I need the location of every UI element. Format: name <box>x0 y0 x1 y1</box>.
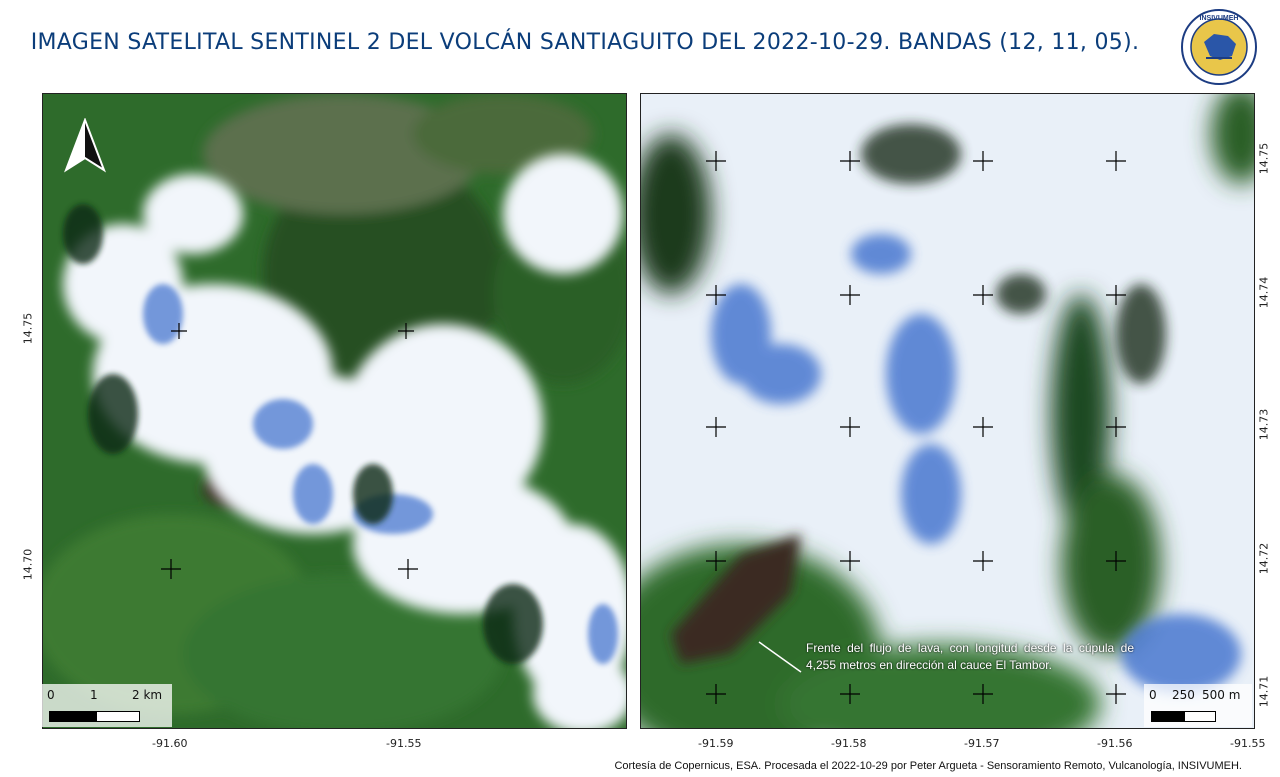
scale-label-2: 500 m <box>1202 688 1241 702</box>
right-y-tick-1: 14.74 <box>1257 276 1271 309</box>
left-scale-bar: 0 1 2 km <box>42 684 172 727</box>
left-satellite-map <box>42 93 627 729</box>
left-x-tick-0: -91.60 <box>152 737 188 750</box>
right-x-tick-0: -91.59 <box>698 737 734 750</box>
right-y-tick-2: 14.73 <box>1257 408 1271 441</box>
right-y-tick-3: 14.72 <box>1257 542 1271 575</box>
svg-text:INSIVUMEH: INSIVUMEH <box>1200 15 1239 22</box>
north-arrow-icon <box>64 118 106 173</box>
right-y-tick-4: 14.71 <box>1257 675 1271 708</box>
scale-label-1: 1 <box>90 688 98 702</box>
right-satellite-map <box>640 93 1255 729</box>
left-y-tick-1: 14.70 <box>21 548 35 581</box>
right-x-tick-1: -91.58 <box>831 737 867 750</box>
right-y-tick-0: 14.75 <box>1257 142 1271 175</box>
scale-label-0: 0 <box>47 688 55 702</box>
scale-label-0: 0 <box>1149 688 1157 702</box>
left-y-tick-0: 14.75 <box>21 312 35 345</box>
left-x-tick-1: -91.55 <box>386 737 422 750</box>
right-x-tick-3: -91.56 <box>1097 737 1133 750</box>
insivumeh-logo: INSIVUMEH <box>1181 9 1257 85</box>
right-scale-bar: 0 250 500 m <box>1144 684 1252 727</box>
lava-flow-annotation: Frente del flujo de lava, con longitud d… <box>806 641 1134 672</box>
credit-text: Cortesía de Copernicus, ESA. Procesada e… <box>614 760 1242 772</box>
map-title: IMAGEN SATELITAL SENTINEL 2 DEL VOLCÁN S… <box>30 30 1140 55</box>
scale-label-1: 250 <box>1172 688 1195 702</box>
scale-label-2: 2 km <box>132 688 163 702</box>
right-x-tick-2: -91.57 <box>964 737 1000 750</box>
right-x-tick-4: -91.55 <box>1230 737 1266 750</box>
